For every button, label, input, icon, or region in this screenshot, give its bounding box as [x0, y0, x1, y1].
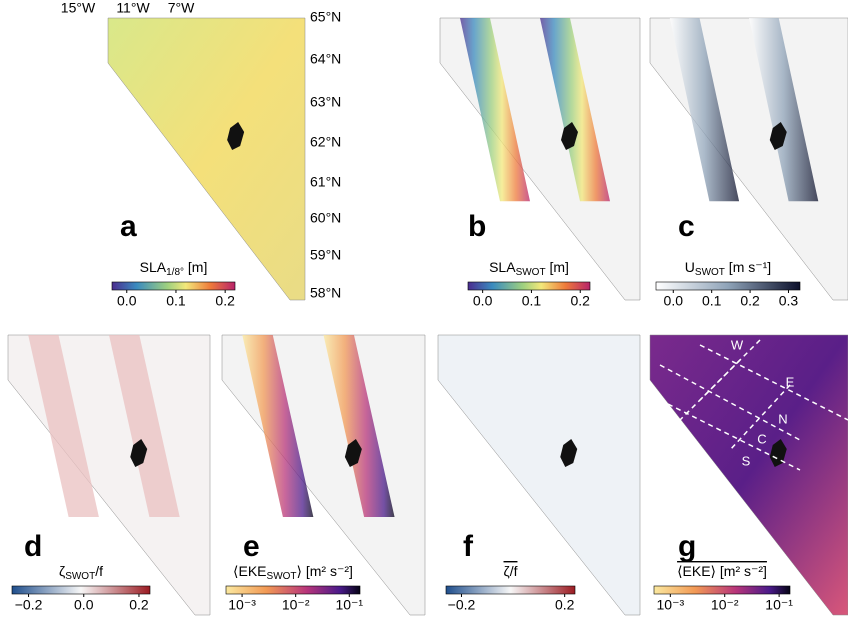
- latitude-label: 65°N: [310, 9, 341, 25]
- box-label: W: [731, 337, 744, 352]
- colorbar-tick-label: 0.2: [740, 293, 760, 309]
- colorbar-label: ⟨EKE⟩ [m² s⁻²]: [677, 563, 767, 579]
- map-domain: [438, 335, 640, 615]
- colorbar-label-main: SLA: [140, 259, 167, 275]
- colorbar-tick-label: 0.0: [74, 597, 94, 613]
- panel-letter: g: [678, 530, 696, 563]
- colorbar-label-unit: ⟩ [m² s⁻²]: [297, 563, 353, 579]
- colorbar-tick-label: 0.0: [473, 293, 493, 309]
- colorbar-label-sub: SWOT: [695, 267, 725, 278]
- colorbar-tick-label: 0.0: [117, 293, 137, 309]
- longitude-label: 15°W: [61, 0, 96, 16]
- colorbar: [656, 282, 800, 290]
- box-label: S: [742, 453, 751, 468]
- colorbar-tick-label: 10⁻³: [657, 597, 685, 613]
- colorbar: [446, 586, 575, 594]
- colorbar: [654, 586, 790, 594]
- map-panel: [438, 335, 640, 615]
- latitude-label: 64°N: [310, 51, 341, 67]
- longitude-label: 7°W: [168, 0, 195, 16]
- map-panel: [108, 18, 305, 300]
- colorbar-tick-label: 10⁻¹: [335, 597, 363, 613]
- colorbar-tick-label: 10⁻³: [228, 597, 256, 613]
- colorbar-label: SLA1/8° [m]: [140, 259, 208, 278]
- colorbar-label-main: SLA: [489, 259, 516, 275]
- colorbar-label-unit: /f: [95, 563, 103, 579]
- colorbar-label-main: U: [685, 259, 695, 275]
- latitude-label: 63°N: [310, 94, 341, 110]
- map-panel: [8, 335, 210, 615]
- colorbar: [468, 282, 590, 290]
- map-panel: [650, 18, 848, 300]
- colorbar-tick-label: 0.1: [166, 293, 186, 309]
- longitude-label: 11°W: [116, 0, 150, 16]
- colorbar-label: ζ/f: [504, 563, 518, 579]
- latitude-label: 62°N: [310, 134, 341, 150]
- latitude-label: 60°N: [310, 210, 341, 226]
- panel-letter: b: [468, 210, 486, 243]
- panel-letter: a: [120, 210, 137, 243]
- colorbar: [12, 586, 150, 594]
- colorbar-label-unit: [m]: [184, 259, 207, 275]
- colorbar-label: SLASWOT [m]: [489, 259, 569, 278]
- colorbar: [226, 586, 360, 594]
- colorbar-label: ⟨EKESWOT⟩ [m² s⁻²]: [233, 563, 353, 582]
- box-label: C: [757, 431, 766, 446]
- colorbar-label-unit: [m]: [546, 259, 569, 275]
- colorbar-label: USWOT [m s⁻¹]: [685, 259, 771, 278]
- map-domain: [108, 18, 305, 300]
- figure: aSLA1/8° [m]0.00.10.2bSLASWOT [m]0.00.10…: [0, 0, 848, 618]
- colorbar-tick-label: 0.0: [664, 293, 684, 309]
- colorbar-label-main: ζ/f: [504, 563, 518, 579]
- colorbar-label: ζSWOT/f: [59, 563, 103, 582]
- colorbar-tick-label: −0.2: [15, 597, 43, 613]
- latitude-label: 61°N: [310, 174, 341, 190]
- colorbar-label-unit: [m s⁻¹]: [725, 259, 771, 275]
- colorbar-tick-label: 0.2: [571, 293, 591, 309]
- colorbar: [112, 282, 235, 290]
- colorbar-label-main: ⟨EKE⟩ [m² s⁻²]: [677, 563, 767, 579]
- colorbar-tick-label: 10⁻²: [282, 597, 310, 613]
- colorbar-tick-label: 0.1: [522, 293, 542, 309]
- colorbar-label-sub: 1/8°: [166, 267, 184, 278]
- colorbar-label-sub: SWOT: [267, 571, 297, 582]
- colorbar-tick-label: 0.3: [779, 293, 799, 309]
- colorbar-tick-label: −0.2: [448, 597, 476, 613]
- panel-letter: e: [243, 530, 260, 563]
- panel-letter: f: [463, 530, 474, 563]
- panel-letter: c: [678, 210, 695, 243]
- colorbar-tick-label: 0.2: [555, 597, 575, 613]
- box-label: E: [786, 374, 795, 389]
- colorbar-tick-label: 0.2: [215, 293, 235, 309]
- colorbar-label-sub: SWOT: [516, 267, 546, 278]
- colorbar-tick-label: 0.1: [702, 293, 722, 309]
- panel-letter: d: [24, 530, 42, 563]
- latitude-label: 59°N: [310, 247, 341, 263]
- colorbar-label-sub: SWOT: [65, 571, 95, 582]
- colorbar-label-main: ⟨EKE: [233, 563, 266, 579]
- colorbar-tick-label: 0.2: [129, 597, 149, 613]
- map-panel: [440, 18, 640, 300]
- colorbar-tick-label: 10⁻²: [711, 597, 739, 613]
- colorbar-tick-label: 10⁻¹: [765, 597, 793, 613]
- box-label: N: [778, 411, 787, 426]
- latitude-label: 58°N: [310, 285, 341, 301]
